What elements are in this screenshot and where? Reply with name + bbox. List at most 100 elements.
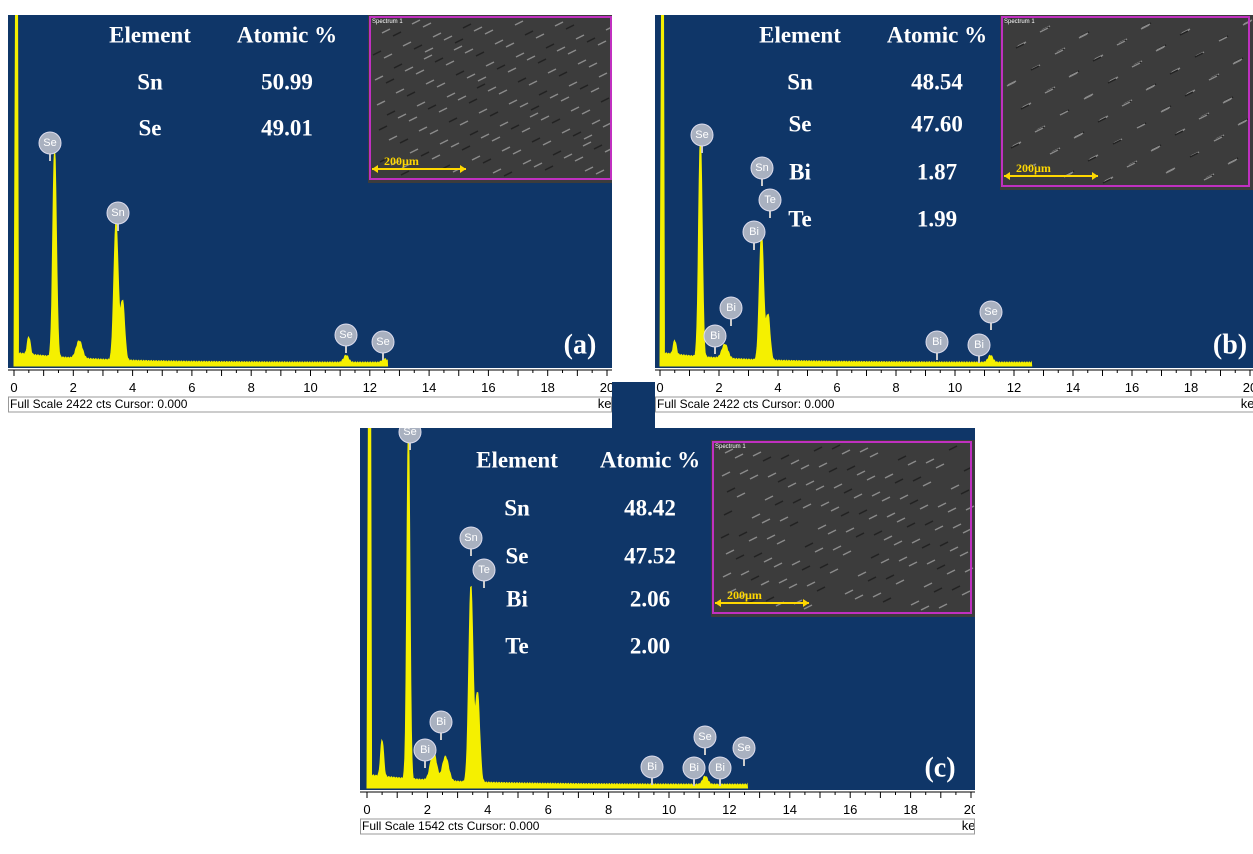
sem-texture xyxy=(872,592,882,598)
footer: Full Scale 2422 cts Cursor: 0.000 xyxy=(10,397,188,411)
sem-texture xyxy=(935,463,945,469)
sem-texture xyxy=(454,38,464,44)
sem-texture xyxy=(858,509,868,515)
sem-texture xyxy=(920,605,930,611)
sem-texture xyxy=(404,66,414,72)
peak-badge xyxy=(459,526,483,550)
sem-texture xyxy=(413,44,423,50)
peak-badge xyxy=(758,188,782,212)
sem-texture xyxy=(482,158,492,164)
peak-label: Se xyxy=(339,329,352,341)
sem-texture xyxy=(379,157,389,163)
sem-texture xyxy=(830,506,840,512)
sem-texture xyxy=(388,135,398,141)
sem-texture xyxy=(420,151,430,157)
table-cell: Sn xyxy=(787,69,813,94)
sem-texture xyxy=(893,540,903,546)
x-tick-label: 2 xyxy=(70,380,77,395)
sem-frame xyxy=(1001,16,1250,187)
sem-texture xyxy=(779,516,789,522)
table-header: Element xyxy=(109,22,191,47)
sem-texture xyxy=(590,87,600,93)
sem-texture xyxy=(1068,72,1078,78)
sem-texture xyxy=(1150,146,1160,152)
x-tick-label: 6 xyxy=(833,380,840,395)
sem-texture xyxy=(1034,127,1044,133)
sem-texture xyxy=(813,446,823,452)
table-cell: 1.87 xyxy=(917,159,957,184)
sem-texture xyxy=(937,502,947,508)
sem-texture xyxy=(517,77,527,83)
sem-texture xyxy=(505,42,515,48)
peak-badge xyxy=(742,220,766,244)
sem-texture xyxy=(789,521,799,527)
table-cell: 47.60 xyxy=(911,111,963,136)
sem-frame xyxy=(712,441,972,614)
sem-texture xyxy=(1213,136,1223,142)
eds-panel: Element Atomic % Sn 48.54 Se 47.60 Bi 1.87 Te 1.9… xyxy=(655,15,1253,428)
sem-texture xyxy=(401,163,411,169)
sem-texture xyxy=(475,51,485,57)
sem-texture xyxy=(385,78,395,84)
peak-badge xyxy=(371,330,395,354)
sem-texture xyxy=(425,79,435,85)
sem-texture xyxy=(560,96,570,102)
sem-texture xyxy=(1025,165,1035,171)
sem-texture xyxy=(1116,40,1126,46)
sem-texture xyxy=(494,39,504,45)
x-tick-label: 10 xyxy=(948,380,962,395)
sem-texture xyxy=(922,481,932,487)
sem-texture xyxy=(519,102,529,108)
sem-texture xyxy=(489,111,499,117)
sem-texture xyxy=(921,543,931,549)
sem-texture xyxy=(842,550,852,556)
sem-texture xyxy=(423,54,433,60)
sem-texture xyxy=(1189,152,1199,158)
sem-frame xyxy=(369,16,612,180)
sem-texture xyxy=(896,517,906,523)
peak-badge xyxy=(472,558,496,582)
peak-label: Bi xyxy=(710,330,720,342)
sem-texture xyxy=(831,444,841,450)
sem-texture xyxy=(399,138,409,144)
sem-texture xyxy=(521,127,531,133)
sem-texture xyxy=(570,106,580,112)
sem-texture xyxy=(484,29,494,35)
sem-texture xyxy=(938,603,948,609)
x-tick-label: 20 xyxy=(1243,380,1253,395)
peak-badge xyxy=(925,330,949,354)
sem-texture xyxy=(748,536,758,542)
sem-texture xyxy=(1121,101,1131,107)
sem-texture xyxy=(450,142,460,148)
sem-texture xyxy=(386,110,396,116)
sem-texture xyxy=(402,41,412,47)
sem-texture xyxy=(952,523,962,529)
table-cell: 2.00 xyxy=(630,633,670,658)
x-tick-label: 10 xyxy=(662,802,676,817)
sem-texture xyxy=(431,154,441,160)
sem-texture xyxy=(491,136,501,142)
peak-badge xyxy=(682,756,706,780)
sem-texture xyxy=(466,73,476,79)
sem-texture xyxy=(558,71,568,77)
peak-label: Se xyxy=(737,742,750,754)
sem-texture xyxy=(1044,88,1054,94)
peak-label: Bi xyxy=(647,761,657,773)
sem-texture xyxy=(409,148,419,154)
sem-texture xyxy=(1006,81,1016,87)
sem-texture xyxy=(854,594,864,600)
x-tick-label: 14 xyxy=(422,380,436,395)
sem-texture xyxy=(924,520,934,526)
peak-label: Se xyxy=(43,137,56,149)
peak-badge xyxy=(719,296,743,320)
peak-badge xyxy=(429,710,453,734)
panel-border xyxy=(8,396,612,413)
table-header: Element xyxy=(476,447,558,472)
sem-texture xyxy=(1015,43,1025,49)
sem-texture xyxy=(845,527,855,533)
sem-texture xyxy=(545,43,555,49)
sem-texture xyxy=(1174,130,1184,136)
sem-texture xyxy=(1145,85,1155,91)
x-tick-label: 18 xyxy=(903,802,917,817)
sem-texture xyxy=(884,473,894,479)
